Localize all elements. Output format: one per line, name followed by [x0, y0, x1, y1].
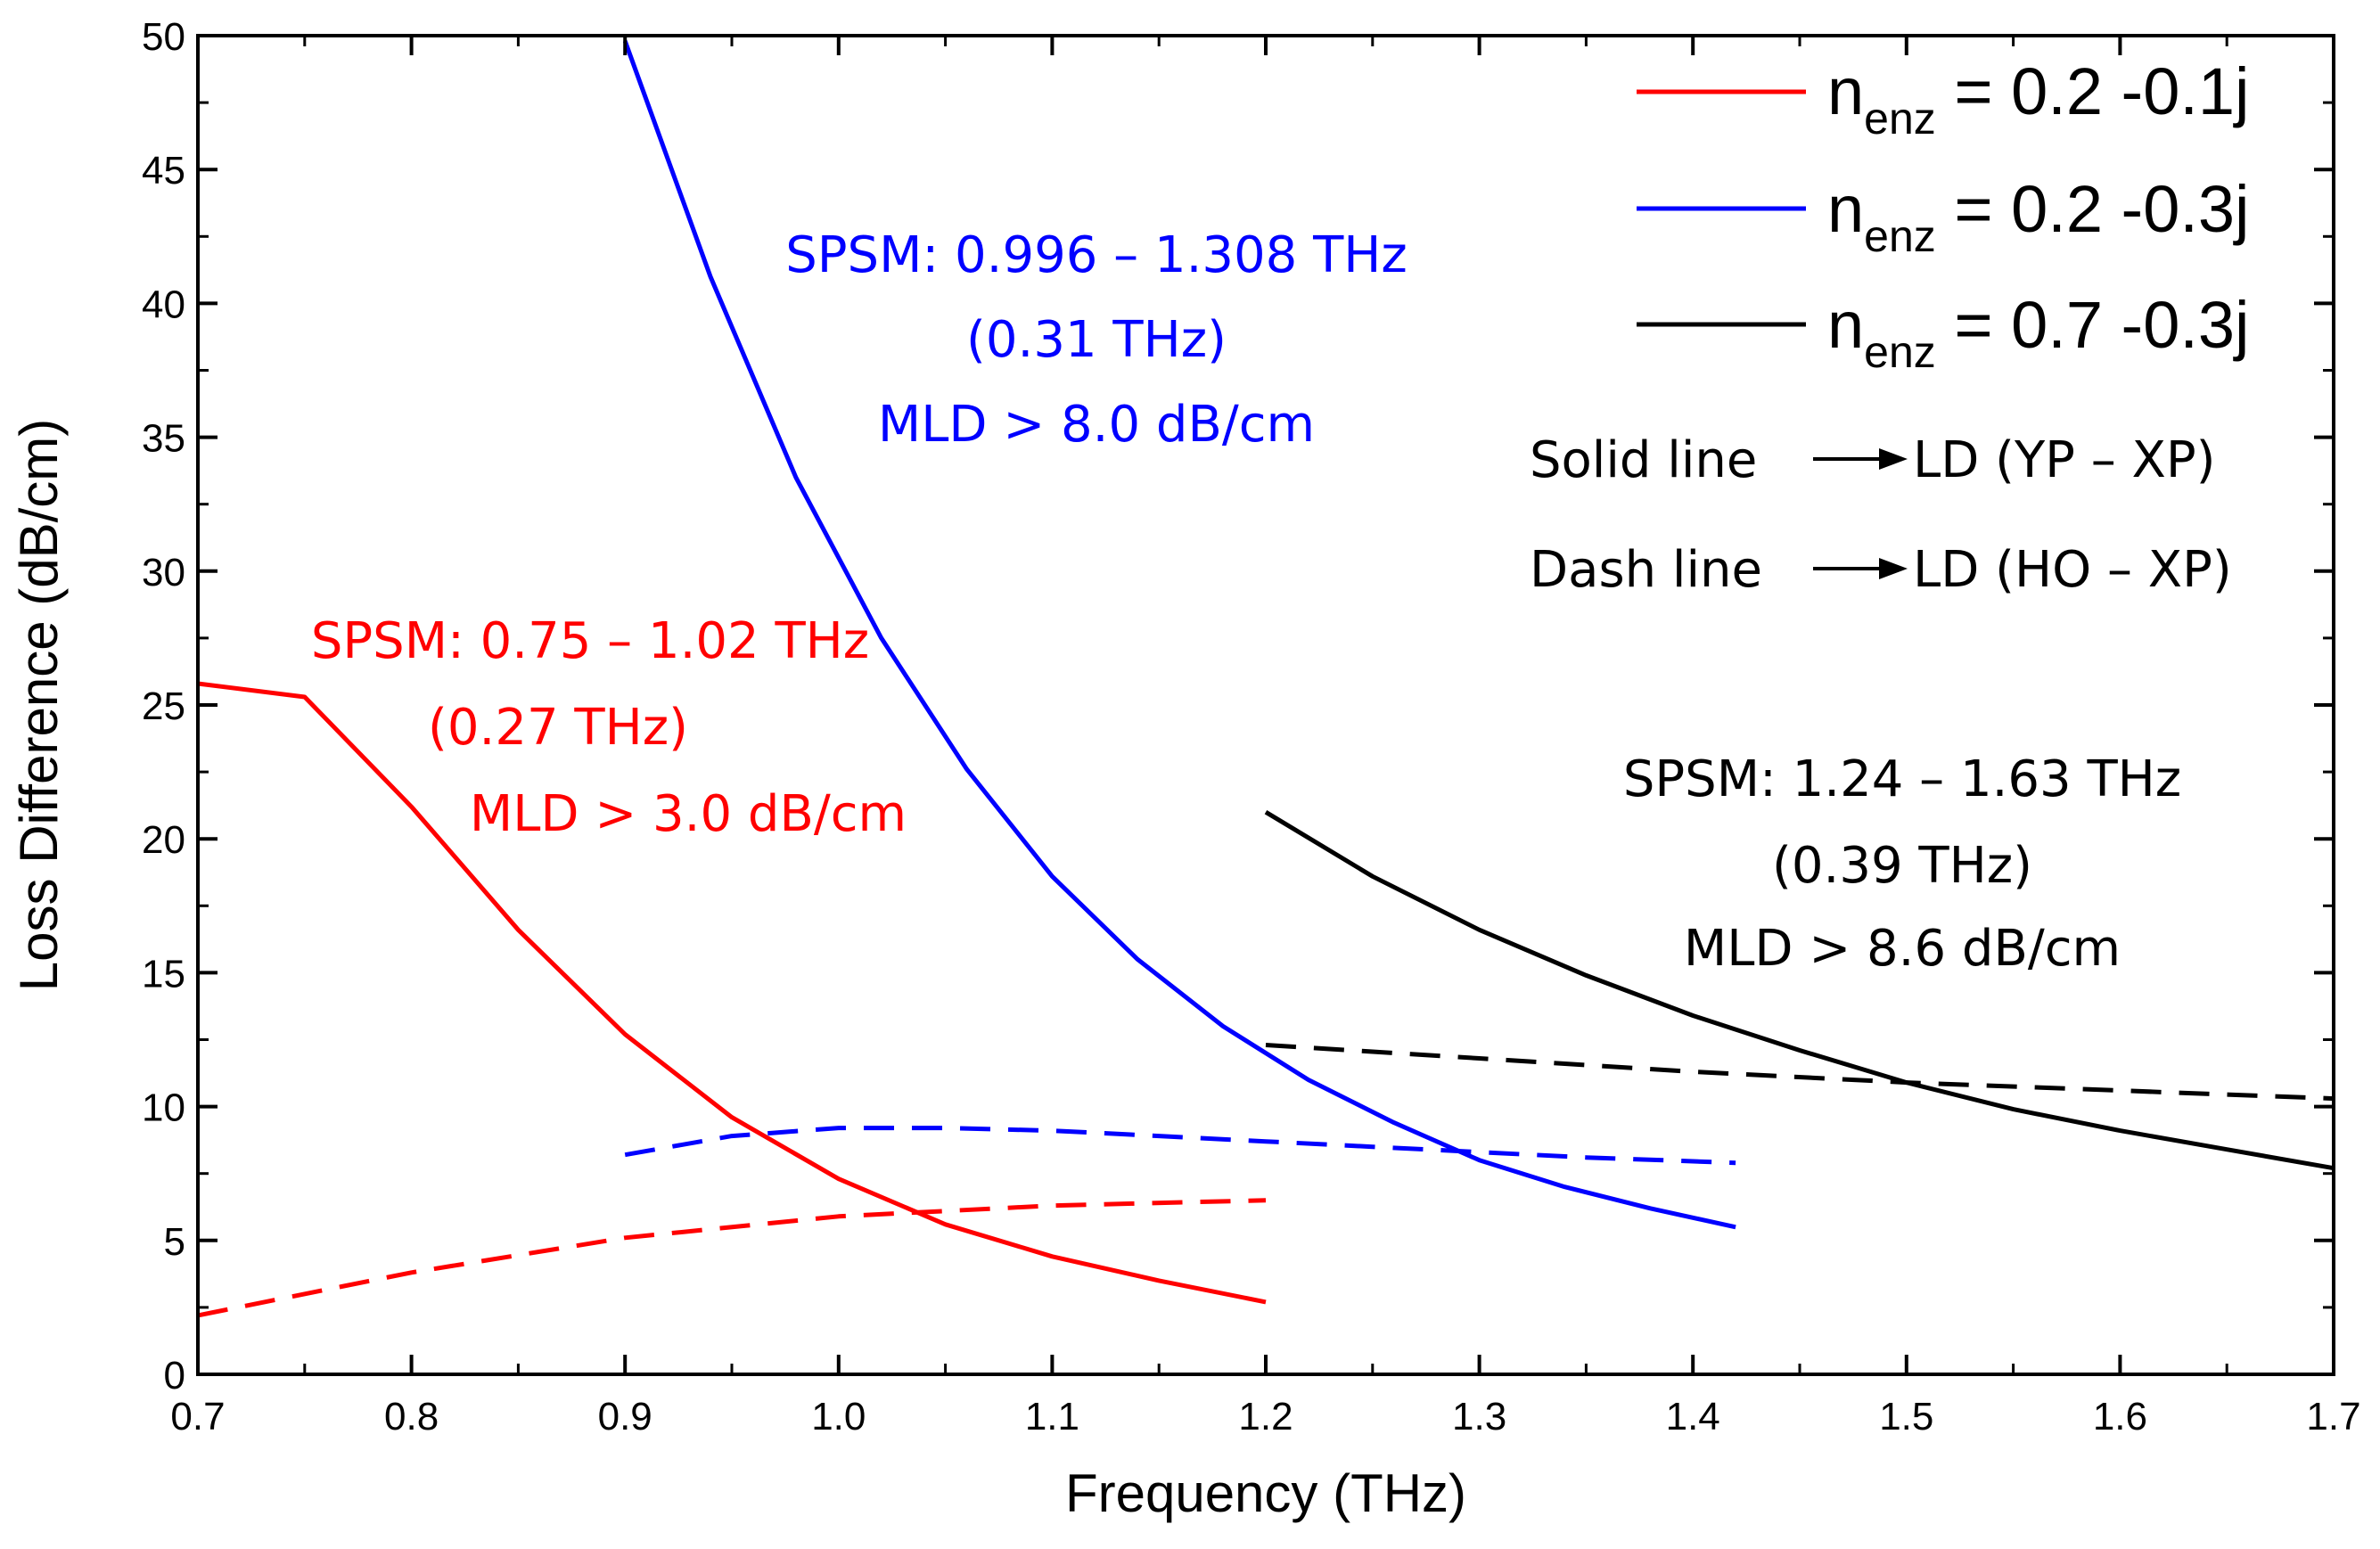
y-tick-label: 5: [164, 1220, 185, 1264]
x-tick-label: 1.2: [1238, 1395, 1293, 1438]
annotation-red: SPSM: 0.75 – 1.02 THz (0.27 THz) MLD > 3…: [311, 612, 907, 843]
x-tick-label: 0.7: [170, 1395, 225, 1438]
note-target: LD (YP – XP): [1913, 431, 2216, 489]
series-layer: [197, 40, 2335, 1318]
note-label: Dash line: [1530, 541, 1762, 599]
annotation-line: (0.39 THz): [1772, 837, 2032, 895]
legend-prefix: n: [1827, 288, 1864, 362]
x-tick-label: 1.0: [811, 1395, 866, 1438]
y-tick-label: 40: [142, 283, 185, 326]
x-tick-label: 1.5: [1879, 1395, 1933, 1438]
svg-text:nenz = 0.7 -0.3j: nenz = 0.7 -0.3j: [1827, 288, 2250, 377]
ticks-layer: 0.7 0.8 0.9 1.0 1.1 1.2 1.3 1.4 1.5 1.6 1.7 0 5 10 15 2…: [142, 15, 2361, 1438]
y-tick-label: 20: [142, 818, 185, 862]
y-tick-label: 25: [142, 684, 185, 728]
note-arrowhead: [1879, 448, 1908, 470]
series-line-red-solid: [197, 681, 1267, 1305]
y-tick-label: 15: [142, 952, 185, 996]
x-axis-title: Frequency (THz): [1065, 1463, 1466, 1523]
y-tick-label: 10: [142, 1086, 185, 1130]
series-line-blue-solid: [622, 40, 1736, 1230]
annotation-blue: SPSM: 0.996 – 1.308 THz (0.31 THz) MLD >…: [785, 226, 1407, 454]
legend-value: = 0.2 -0.3j: [1936, 172, 2250, 246]
legend-subscript: enz: [1864, 211, 1936, 261]
annotation-line: MLD > 8.6 dB/cm: [1684, 920, 2121, 978]
y-tick-label: 0: [164, 1354, 185, 1397]
legend-item-blue: nenz = 0.2 -0.3j: [1637, 172, 2250, 261]
svg-text:nenz = 0.2 -0.1j: nenz = 0.2 -0.1j: [1827, 54, 2250, 143]
annotation-line: (0.31 THz): [966, 311, 1227, 369]
x-tick-label: 1.6: [2093, 1395, 2147, 1438]
note-arrowhead: [1879, 558, 1908, 579]
annotation-black: SPSM: 1.24 – 1.63 THz (0.39 THz) MLD > 8…: [1623, 750, 2181, 978]
legend-prefix: n: [1827, 172, 1864, 246]
annotation-line: (0.27 THz): [428, 699, 688, 757]
annotation-line: SPSM: 1.24 – 1.63 THz: [1623, 750, 2181, 808]
x-tick-label: 0.8: [384, 1395, 439, 1438]
legend-prefix: n: [1827, 54, 1864, 128]
legend-value: = 0.2 -0.1j: [1936, 54, 2250, 128]
note-label: Solid line: [1530, 431, 1757, 489]
note-target: LD (HO – XP): [1913, 541, 2232, 599]
legend-value: = 0.7 -0.3j: [1936, 288, 2250, 362]
x-tick-label: 1.1: [1025, 1395, 1079, 1438]
annotation-line: MLD > 8.0 dB/cm: [878, 396, 1315, 454]
series-line-red-dash: [197, 1198, 1267, 1318]
note-solid-line: Solid line LD (YP – XP): [1530, 431, 2216, 489]
y-tick-label: 30: [142, 551, 185, 594]
y-axis-title: Loss Difference (dB/cm): [9, 419, 69, 991]
x-tick-label: 1.3: [1452, 1395, 1506, 1438]
series-line-black-solid: [1264, 810, 2335, 1171]
legend-item-red: nenz = 0.2 -0.1j: [1637, 54, 2250, 143]
svg-text:nenz = 0.2 -0.3j: nenz = 0.2 -0.3j: [1827, 172, 2250, 261]
x-tick-label: 1.4: [1666, 1395, 1720, 1438]
legend-subscript: enz: [1864, 94, 1936, 143]
note-dash-line: Dash line LD (HO – XP): [1530, 541, 2232, 599]
annotation-line: SPSM: 0.996 – 1.308 THz: [785, 226, 1407, 284]
y-tick-label: 35: [142, 417, 185, 461]
series-line-blue-dash: [624, 1126, 1736, 1166]
annotation-line: MLD > 3.0 dB/cm: [470, 785, 907, 843]
annotation-line: SPSM: 0.75 – 1.02 THz: [311, 612, 869, 670]
x-tick-label: 1.7: [2306, 1395, 2360, 1438]
x-tick-label: 0.9: [598, 1395, 652, 1438]
y-tick-label: 45: [142, 149, 185, 193]
series-line-black-dash: [1265, 1043, 2335, 1102]
y-tick-label: 50: [142, 15, 185, 59]
legend-subscript: enz: [1864, 327, 1936, 377]
legend: nenz = 0.2 -0.1j nenz = 0.2 -0.3j nenz =…: [1530, 54, 2250, 599]
legend-item-black: nenz = 0.7 -0.3j: [1637, 288, 2250, 377]
